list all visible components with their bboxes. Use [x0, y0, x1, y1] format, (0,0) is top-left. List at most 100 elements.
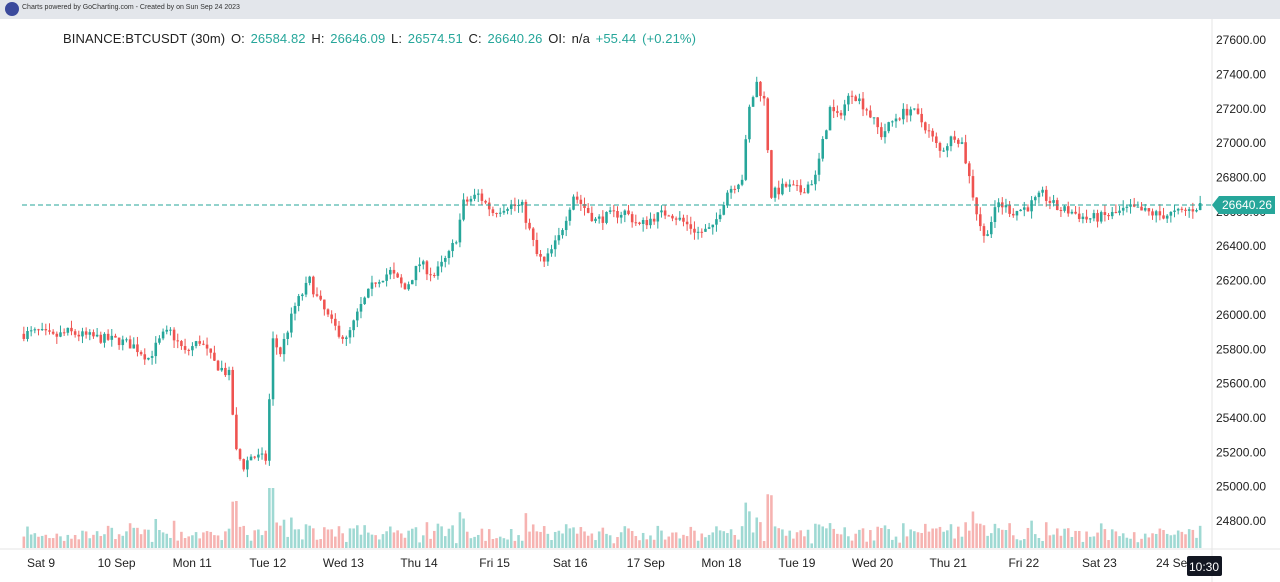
- volume-bar: [788, 530, 792, 548]
- volume-bar: [425, 522, 429, 548]
- candle-body: [110, 335, 114, 340]
- volume-bar: [491, 538, 495, 548]
- candle-body: [117, 337, 121, 346]
- volume-bar: [1176, 530, 1180, 548]
- candle-body: [938, 143, 942, 151]
- volume-bar: [249, 540, 253, 548]
- volume-bar: [678, 538, 682, 548]
- candle-body: [1107, 214, 1110, 217]
- volume-bar: [216, 535, 220, 548]
- candle-body: [381, 280, 385, 283]
- volume-bar: [440, 526, 443, 548]
- candle-body: [722, 204, 726, 215]
- candle-body: [275, 338, 278, 348]
- candle-body: [894, 118, 898, 122]
- volume-bar: [1147, 537, 1151, 548]
- candle-body: [759, 81, 762, 96]
- volume-bar: [755, 517, 759, 548]
- candle-body: [839, 112, 843, 116]
- volume-bar: [931, 528, 934, 548]
- volume-bar: [872, 540, 876, 548]
- candle-body: [916, 108, 920, 114]
- volume-bar: [975, 523, 978, 548]
- volume-bar: [539, 531, 542, 548]
- volume-bar: [165, 533, 169, 548]
- candle-body: [909, 109, 912, 116]
- candle-body: [37, 329, 40, 331]
- volume-bar: [341, 533, 344, 548]
- candle-body: [1004, 205, 1008, 208]
- volume-bar: [84, 531, 88, 548]
- volume-bar: [282, 519, 286, 548]
- volume-bar: [345, 541, 348, 548]
- volume-bar: [480, 528, 484, 548]
- candle-body: [913, 108, 916, 110]
- volume-bar: [429, 538, 432, 548]
- volume-bar: [1063, 528, 1066, 548]
- volume-bar: [550, 539, 553, 548]
- candle-body: [1092, 213, 1096, 219]
- candle-body: [498, 212, 502, 214]
- candle-body: [1077, 213, 1081, 219]
- volume-bar: [832, 528, 835, 548]
- candle-body: [454, 242, 458, 244]
- volume-bar: [502, 538, 506, 548]
- candle-body: [649, 218, 652, 226]
- volume-bar: [484, 540, 487, 548]
- attribution-bar: Charts powered by GoCharting.com - Creat…: [0, 0, 1280, 19]
- candle-body: [1052, 200, 1055, 203]
- candle-body: [564, 220, 568, 231]
- volume-bar: [410, 528, 414, 548]
- candle-body: [744, 139, 748, 180]
- volume-bar: [473, 536, 476, 548]
- volume-bar: [323, 527, 326, 548]
- volume-bar: [1059, 535, 1063, 548]
- volume-bar: [220, 540, 224, 548]
- volume-bar: [44, 534, 48, 548]
- candle-body: [242, 459, 245, 470]
- candle-body: [1066, 206, 1070, 214]
- attribution-text: Charts powered by GoCharting.com - Creat…: [22, 4, 240, 11]
- volume-bar: [693, 530, 696, 548]
- volume-bar: [121, 535, 125, 548]
- candle-body: [847, 95, 850, 105]
- candle-body: [158, 338, 161, 343]
- volume-bar: [905, 536, 909, 548]
- candle-body: [136, 344, 139, 353]
- volume-bar: [48, 538, 51, 548]
- candle-body: [194, 341, 198, 347]
- candle-body: [356, 311, 359, 321]
- volume-bar: [1000, 529, 1004, 548]
- candle-body: [616, 211, 619, 218]
- candle-body: [803, 192, 806, 194]
- candle-body: [1176, 208, 1180, 211]
- candle-body: [198, 341, 202, 344]
- time-tick-label: Mon 11: [173, 556, 212, 570]
- candle-body: [656, 212, 660, 222]
- volume-bar: [1129, 538, 1132, 548]
- volume-bar: [392, 532, 396, 548]
- candle-body: [583, 204, 586, 208]
- volume-bar: [696, 540, 700, 548]
- candle-body: [410, 280, 414, 285]
- volume-bar: [1107, 540, 1110, 548]
- candle-body: [1033, 197, 1037, 201]
- candle-body: [330, 314, 333, 319]
- candle-body: [590, 212, 594, 222]
- candle-body: [924, 122, 927, 131]
- legend-open-label: O:: [230, 31, 245, 46]
- candle-body: [1019, 209, 1022, 212]
- volume-bar: [938, 526, 942, 548]
- candle-body: [304, 282, 308, 295]
- candle-body: [1118, 210, 1121, 213]
- volume-bar: [880, 528, 883, 548]
- candle-body: [1037, 192, 1041, 198]
- candle-body: [733, 188, 737, 190]
- chart-panel[interactable]: [0, 19, 1280, 582]
- candle-body: [348, 330, 352, 338]
- volume-bar: [601, 527, 605, 548]
- candle-body: [429, 274, 432, 276]
- candle-body: [572, 196, 575, 210]
- volume-bar: [949, 524, 953, 548]
